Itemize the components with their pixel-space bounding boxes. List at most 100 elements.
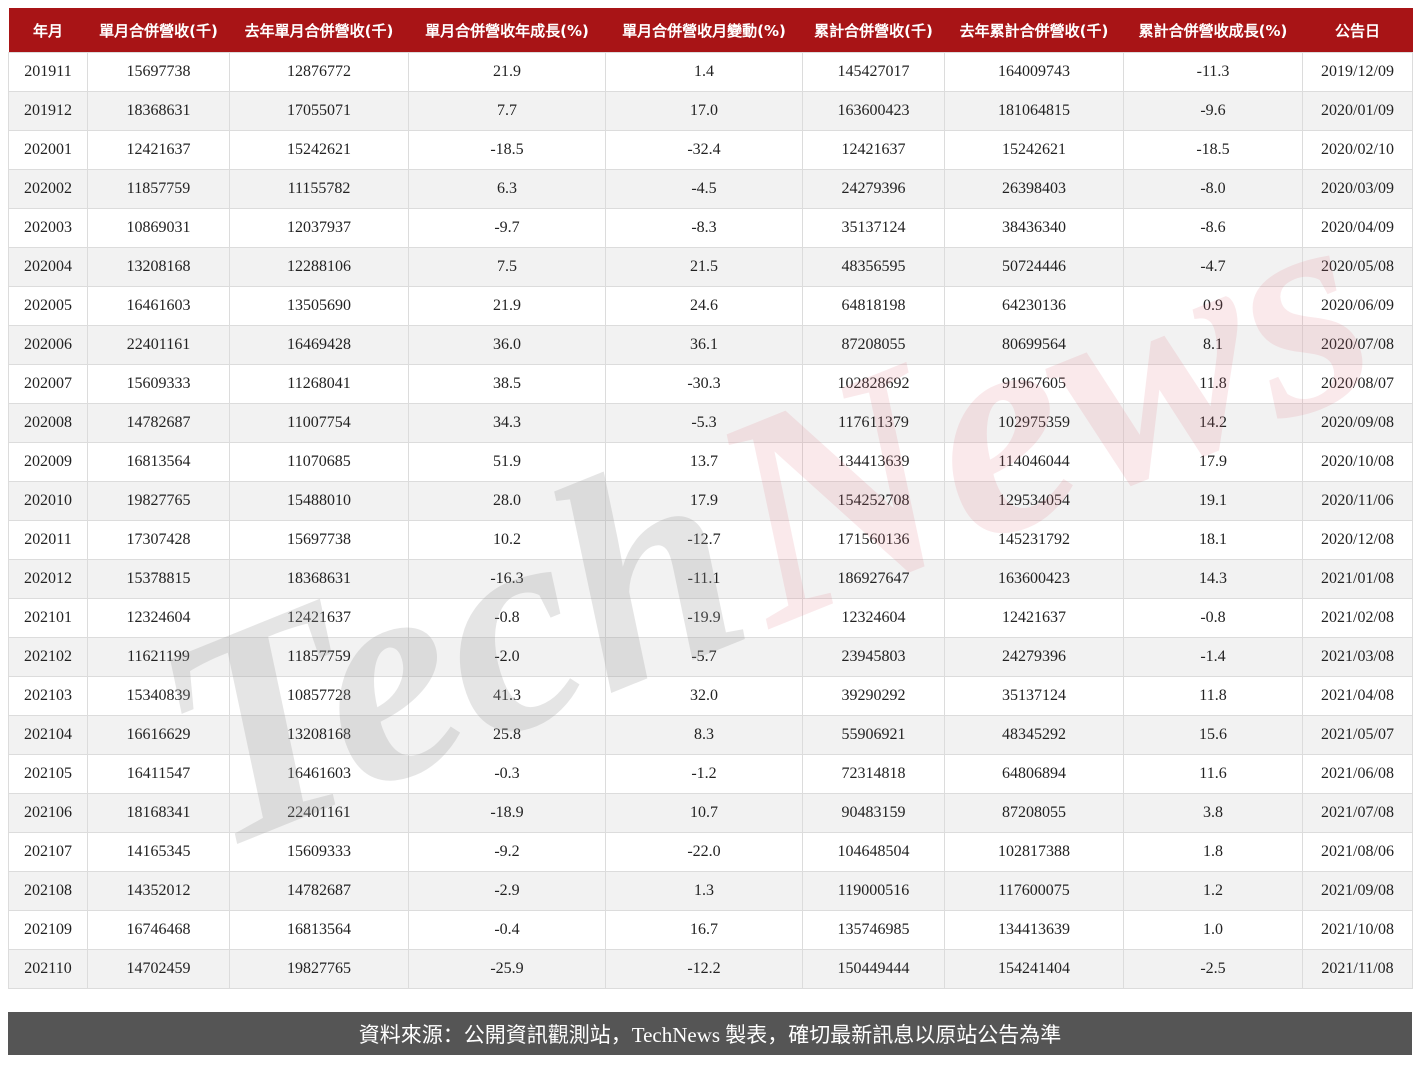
table-cell: 134413639 [944, 910, 1124, 950]
table-cell: 2020/05/08 [1302, 247, 1413, 287]
table-cell: 102817388 [944, 832, 1124, 872]
table-cell: 15697738 [229, 520, 409, 560]
table-cell: 2021/06/08 [1302, 754, 1413, 794]
table-cell: 117600075 [944, 871, 1124, 911]
column-header: 累計合併營收(千) [802, 8, 945, 53]
table-cell: 117611379 [802, 403, 945, 443]
table-cell: -2.0 [408, 637, 606, 677]
table-cell: 16813564 [87, 442, 230, 482]
table-cell: 15.6 [1123, 715, 1303, 755]
table-cell: 21.9 [408, 52, 606, 92]
table-cell: 202104 [8, 715, 88, 755]
table-row: 202010 19827765 15488010 28.0 17.9 154252708 1… [8, 481, 1413, 521]
column-header: 單月合併營收年成長(%) [408, 8, 606, 53]
table-cell: 17.9 [1123, 442, 1303, 482]
table-row: 202110 14702459 19827765 -25.9 -12.2 15044944… [8, 949, 1413, 989]
table-cell: 35137124 [944, 676, 1124, 716]
table-cell: 24279396 [944, 637, 1124, 677]
table-cell: 11.8 [1123, 364, 1303, 404]
column-header: 公告日 [1302, 8, 1413, 53]
table-row: 202101 12324604 12421637 -0.8 -19.9 12324604 1… [8, 598, 1413, 638]
table-cell: 12288106 [229, 247, 409, 287]
table-cell: 15609333 [229, 832, 409, 872]
table-cell: 2020/11/06 [1302, 481, 1413, 521]
table-cell: 11155782 [229, 169, 409, 209]
table-cell: 129534054 [944, 481, 1124, 521]
column-header: 累計合併營收成長(%) [1123, 8, 1303, 53]
table-row: 202106 18168341 22401161 -18.9 10.7 90483159 8… [8, 793, 1413, 833]
table-cell: 2020/12/08 [1302, 520, 1413, 560]
table-cell: 48356595 [802, 247, 945, 287]
column-header: 去年累計合併營收(千) [944, 8, 1124, 53]
table-cell: -4.7 [1123, 247, 1303, 287]
table-cell: 16411547 [87, 754, 230, 794]
table-cell: 11.8 [1123, 676, 1303, 716]
table-cell: 15609333 [87, 364, 230, 404]
table-cell: 2019/12/09 [1302, 52, 1413, 92]
table-cell: 202105 [8, 754, 88, 794]
table-cell: 2020/07/08 [1302, 325, 1413, 365]
table-cell: 2021/04/08 [1302, 676, 1413, 716]
table-cell: 2020/04/09 [1302, 208, 1413, 248]
table-cell: 35137124 [802, 208, 945, 248]
table-cell: 11857759 [229, 637, 409, 677]
table-cell: 202001 [8, 130, 88, 170]
table-cell: -18.5 [1123, 130, 1303, 170]
table-cell: 14782687 [229, 871, 409, 911]
table-cell: 11857759 [87, 169, 230, 209]
table-cell: 14165345 [87, 832, 230, 872]
table-cell: 80699564 [944, 325, 1124, 365]
table-cell: -12.7 [605, 520, 803, 560]
table-cell: 10.2 [408, 520, 606, 560]
table-cell: 17.9 [605, 481, 803, 521]
table-cell: 14782687 [87, 403, 230, 443]
table-cell: 14352012 [87, 871, 230, 911]
table-cell: 14.3 [1123, 559, 1303, 599]
table-row: 202108 14352012 14782687 -2.9 1.3 119000516 11… [8, 871, 1413, 911]
table-cell: 15242621 [229, 130, 409, 170]
table-cell: 202101 [8, 598, 88, 638]
table-cell: 164009743 [944, 52, 1124, 92]
table-row: 202011 17307428 15697738 10.2 -12.7 171560136… [8, 520, 1413, 560]
table-cell: 6.3 [408, 169, 606, 209]
table-cell: 23945803 [802, 637, 945, 677]
table-row: 202103 15340839 10857728 41.3 32.0 39290292 35… [8, 676, 1413, 716]
table-cell: 19827765 [229, 949, 409, 989]
table-row: 202102 11621199 11857759 -2.0 -5.7 23945803 24… [8, 637, 1413, 677]
table-cell: 16746468 [87, 910, 230, 950]
table-cell: 201911 [8, 52, 88, 92]
table-cell: 26398403 [944, 169, 1124, 209]
table-cell: 7.5 [408, 247, 606, 287]
table-cell: 15378815 [87, 559, 230, 599]
table-cell: 2021/01/08 [1302, 559, 1413, 599]
table-cell: -2.5 [1123, 949, 1303, 989]
table-cell: 8.3 [605, 715, 803, 755]
table-cell: 18168341 [87, 793, 230, 833]
table-cell: 163600423 [802, 91, 945, 131]
table-cell: 50724446 [944, 247, 1124, 287]
table-row: 202001 12421637 15242621 -18.5 -32.4 12421637… [8, 130, 1413, 170]
table-cell: 202110 [8, 949, 88, 989]
table-cell: 7.7 [408, 91, 606, 131]
table-cell: 64818198 [802, 286, 945, 326]
table-cell: -9.7 [408, 208, 606, 248]
table-cell: 11070685 [229, 442, 409, 482]
table-row: 202104 16616629 13208168 25.8 8.3 55906921 483… [8, 715, 1413, 755]
table-cell: -0.8 [1123, 598, 1303, 638]
table-cell: 102975359 [944, 403, 1124, 443]
table-row: 201912 18368631 17055071 7.7 17.0 163600423 18… [8, 91, 1413, 131]
table-cell: 34.3 [408, 403, 606, 443]
table-cell: 2020/10/08 [1302, 442, 1413, 482]
table-cell: 21.5 [605, 247, 803, 287]
table-cell: 10.7 [605, 793, 803, 833]
table-row: 202107 14165345 15609333 -9.2 -22.0 104648504… [8, 832, 1413, 872]
table-cell: 18.1 [1123, 520, 1303, 560]
table-cell: 202107 [8, 832, 88, 872]
table-cell: 11268041 [229, 364, 409, 404]
table-cell: 2020/02/10 [1302, 130, 1413, 170]
table-cell: 2020/03/09 [1302, 169, 1413, 209]
table-cell: -11.3 [1123, 52, 1303, 92]
table-cell: 2021/07/08 [1302, 793, 1413, 833]
table-cell: 163600423 [944, 559, 1124, 599]
table-cell: 11621199 [87, 637, 230, 677]
